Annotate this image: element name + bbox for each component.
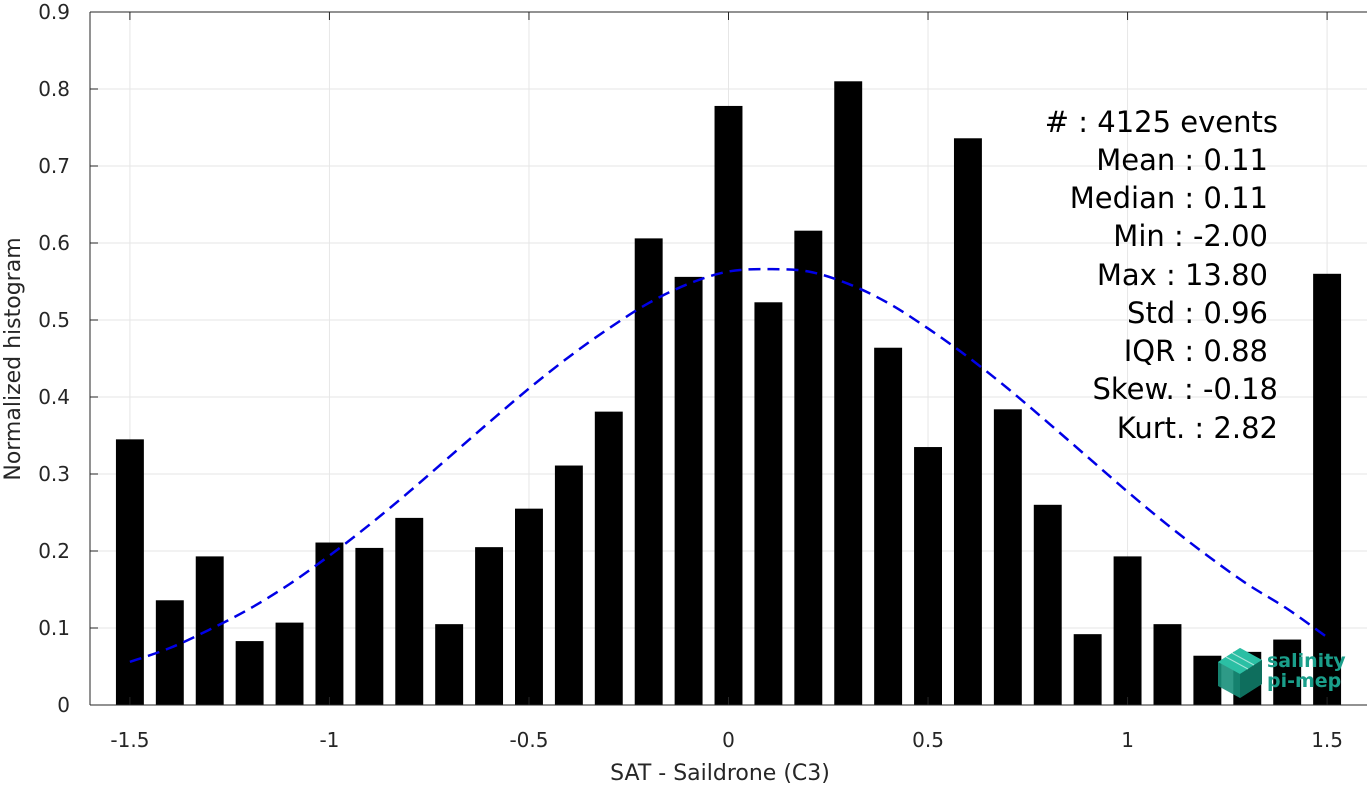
stat-min: Min : -2.00	[1113, 219, 1268, 253]
histogram-bar	[1073, 634, 1102, 705]
histogram-bar	[714, 105, 743, 705]
axes	[89, 11, 1367, 706]
histogram-bar	[115, 439, 144, 705]
histogram-bar	[1153, 624, 1182, 705]
stat-std: Std : 0.96	[1127, 296, 1268, 330]
y-axis-label: Normalized histogram	[1, 237, 26, 480]
y-tick-label: 0.7	[38, 154, 70, 178]
histogram-bar	[554, 465, 583, 705]
histogram-bar	[594, 411, 623, 705]
histogram-bar	[674, 276, 703, 705]
x-axis-label: SAT - Saildrone (C3)	[610, 761, 830, 785]
y-tick-label: 0.8	[38, 77, 70, 101]
histogram-bar	[515, 508, 543, 705]
histogram-bar	[235, 641, 264, 705]
x-tick-label: 0	[722, 728, 735, 752]
y-tick-label: 0.3	[38, 462, 70, 486]
histogram-bar	[155, 600, 184, 705]
logo-text-pimep: pi-mep	[1267, 670, 1341, 692]
histogram-bar	[794, 230, 823, 705]
histogram-bar	[1113, 556, 1142, 705]
bars	[115, 81, 1342, 706]
x-tick-label: -1	[319, 728, 339, 752]
stat-kurt: Kurt. : 2.82	[1117, 411, 1278, 445]
y-tick-label: 0.4	[38, 385, 70, 409]
salinity-pimep-logo: salinity pi-mep	[1218, 648, 1346, 698]
y-tick-label: 0.6	[38, 231, 70, 255]
x-tick-label: -1.5	[110, 728, 149, 752]
histogram-bar	[1313, 273, 1342, 705]
histogram-bar	[914, 447, 942, 705]
logo-text-salinity: salinity	[1267, 650, 1346, 672]
histogram-bar	[475, 547, 504, 705]
cube-logo-icon	[1218, 648, 1262, 698]
stat-median: Median : 0.11	[1070, 181, 1268, 215]
x-tick-label: -0.5	[509, 728, 548, 752]
tick-labels: -1.5 -1 -0.5 0 0.5 1 1.5 0 0.1 0.2 0.3 0.4 0.5 0.6 0.7…	[38, 0, 1343, 752]
stat-mean: Mean : 0.11	[1096, 143, 1268, 177]
histogram-bar	[993, 409, 1022, 705]
histogram-bar	[1273, 639, 1302, 705]
histogram-bar	[1193, 655, 1222, 705]
x-tick-label: 1.5	[1311, 728, 1343, 752]
histogram-bar	[395, 517, 424, 705]
y-tick-label: 0.2	[38, 539, 70, 563]
y-tick-label: 0.9	[38, 0, 70, 24]
stat-events: # : 4125 events	[1045, 105, 1278, 139]
histogram-bar	[634, 238, 663, 705]
histogram-bar	[435, 624, 464, 705]
x-tick-label: 0.5	[912, 728, 944, 752]
histogram-bar	[834, 81, 863, 706]
histogram-bar	[874, 347, 903, 705]
stat-skew: Skew. : -0.18	[1092, 372, 1278, 406]
histogram-bar	[275, 622, 304, 705]
statistics-annotation: # : 4125 events Mean : 0.11 Median : 0.1…	[1045, 105, 1278, 445]
y-tick-label: 0.5	[38, 308, 70, 332]
y-tick-label: 0.1	[38, 616, 70, 640]
histogram-bar	[754, 302, 783, 705]
histogram-bar	[953, 138, 982, 705]
y-tick-label: 0	[57, 693, 70, 717]
histogram-bar	[355, 547, 384, 705]
histogram-bar	[1033, 504, 1062, 705]
x-tick-label: 1	[1121, 728, 1134, 752]
stat-max: Max : 13.80	[1097, 258, 1268, 292]
histogram-bar	[315, 542, 344, 705]
stat-iqr: IQR : 0.88	[1124, 334, 1268, 368]
